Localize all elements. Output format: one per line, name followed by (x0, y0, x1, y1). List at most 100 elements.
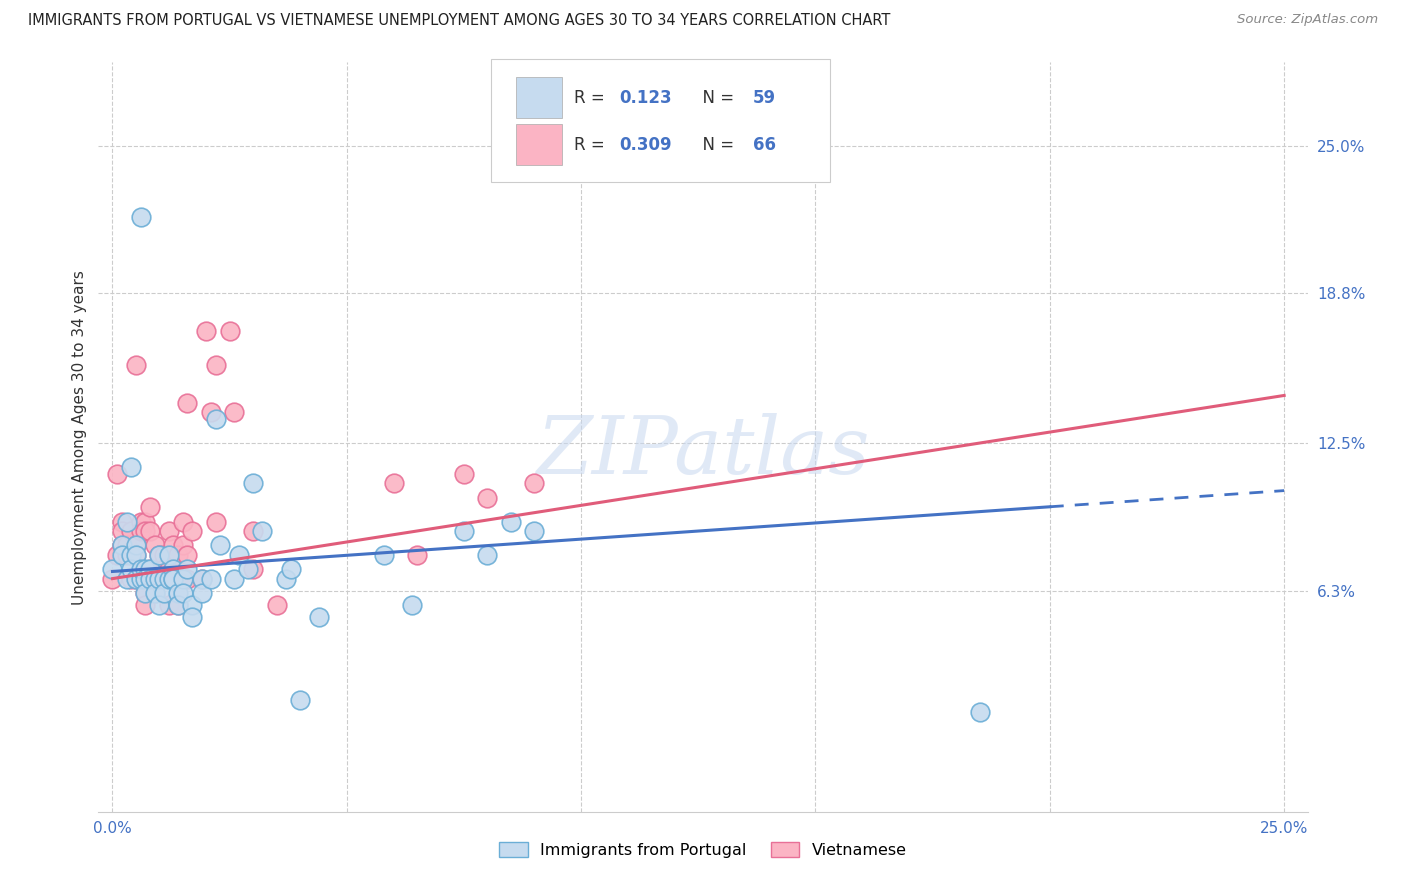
Point (120, 548, 142, 562)
Point (280, 562, 302, 576)
Point (181, 609, 204, 624)
Point (143, 586, 166, 600)
Point (134, 598, 156, 612)
Point (266, 598, 288, 612)
Point (200, 405, 222, 419)
Point (120, 562, 142, 576)
Point (453, 524, 475, 538)
Point (157, 572, 180, 586)
Point (115, 538, 138, 552)
Point (125, 538, 148, 552)
Point (242, 562, 264, 576)
Point (162, 562, 184, 576)
Point (101, 562, 124, 576)
Point (157, 572, 180, 586)
Text: 0.309: 0.309 (620, 136, 672, 153)
Point (167, 548, 190, 562)
Point (162, 572, 184, 586)
Point (125, 538, 148, 552)
Point (134, 586, 156, 600)
Point (242, 524, 264, 538)
Text: N =: N = (692, 88, 740, 107)
Point (125, 572, 148, 586)
Point (190, 572, 212, 586)
Point (477, 491, 499, 505)
Point (153, 562, 176, 576)
Point (238, 562, 260, 576)
Point (139, 562, 162, 576)
Point (129, 524, 152, 538)
Point (181, 598, 204, 612)
Text: Source: ZipAtlas.com: Source: ZipAtlas.com (1237, 13, 1378, 27)
Point (153, 572, 176, 586)
FancyBboxPatch shape (492, 59, 830, 182)
Point (224, 405, 246, 419)
Point (139, 524, 162, 538)
Point (252, 524, 274, 538)
Point (153, 548, 176, 562)
Point (176, 572, 198, 586)
Point (139, 562, 162, 576)
Point (129, 572, 152, 586)
Point (969, 705, 991, 719)
FancyBboxPatch shape (516, 124, 561, 165)
Point (134, 562, 156, 576)
Point (162, 572, 184, 586)
Point (477, 548, 499, 562)
Point (162, 572, 184, 586)
Point (228, 548, 250, 562)
Point (176, 562, 198, 576)
Point (195, 324, 218, 338)
Point (157, 598, 180, 612)
Point (134, 586, 156, 600)
Point (111, 548, 134, 562)
Point (134, 524, 156, 538)
Point (143, 586, 166, 600)
Point (308, 609, 330, 624)
Point (288, 693, 311, 707)
Point (134, 515, 156, 529)
Point (242, 476, 264, 491)
Point (143, 572, 166, 586)
Point (134, 572, 156, 586)
Point (224, 572, 246, 586)
Point (523, 524, 546, 538)
Point (105, 467, 128, 481)
Point (157, 562, 180, 576)
Point (120, 548, 142, 562)
Point (523, 476, 546, 491)
Point (157, 548, 180, 562)
Point (120, 459, 142, 474)
Point (382, 476, 405, 491)
Text: N =: N = (692, 136, 740, 153)
FancyBboxPatch shape (516, 77, 561, 119)
Point (111, 515, 134, 529)
Point (181, 524, 204, 538)
Point (115, 515, 138, 529)
Point (172, 586, 194, 600)
Point (176, 395, 198, 409)
Point (204, 412, 226, 426)
Point (148, 562, 170, 576)
Point (111, 538, 134, 552)
Point (148, 572, 170, 586)
Point (373, 548, 395, 562)
Point (125, 358, 148, 372)
Point (148, 548, 170, 562)
Point (125, 548, 148, 562)
Point (167, 586, 190, 600)
Point (172, 572, 194, 586)
Point (204, 358, 226, 372)
Point (111, 524, 134, 538)
Point (499, 515, 522, 529)
Point (274, 572, 297, 586)
Point (190, 572, 212, 586)
Point (129, 515, 152, 529)
Point (120, 524, 142, 538)
Point (129, 562, 152, 576)
Point (125, 572, 148, 586)
Point (129, 210, 152, 224)
Point (218, 324, 240, 338)
Point (139, 500, 162, 515)
Text: IMMIGRANTS FROM PORTUGAL VS VIETNAMESE UNEMPLOYMENT AMONG AGES 30 TO 34 YEARS CO: IMMIGRANTS FROM PORTUGAL VS VIETNAMESE U… (28, 13, 890, 29)
